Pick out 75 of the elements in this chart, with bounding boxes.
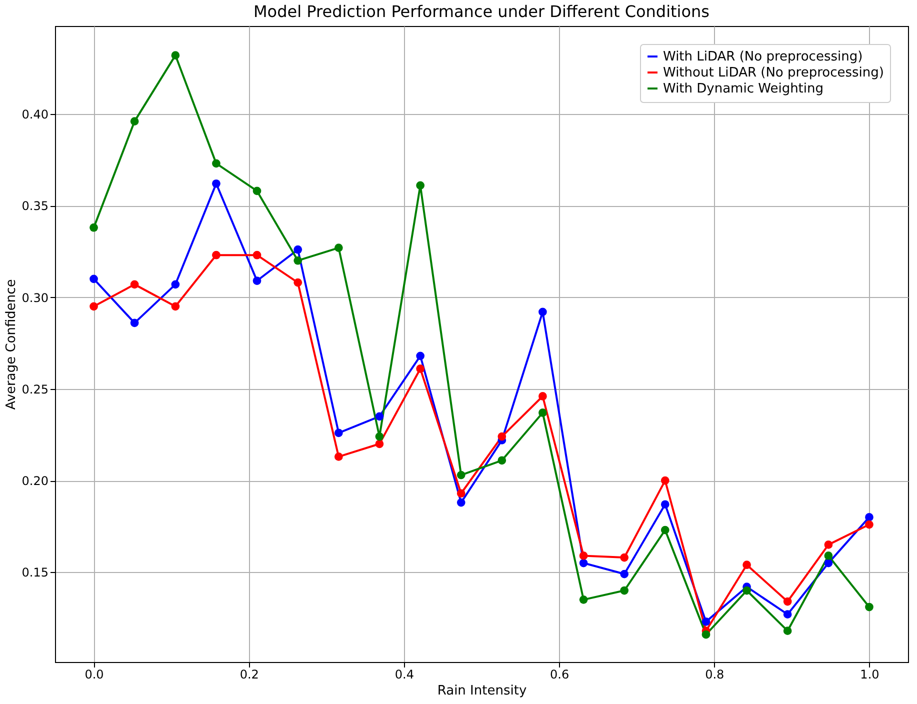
point bbox=[824, 540, 833, 549]
x-tick-label: 0.2 bbox=[240, 668, 259, 682]
point bbox=[90, 302, 98, 311]
point bbox=[620, 553, 629, 562]
point bbox=[130, 280, 139, 289]
point bbox=[660, 526, 670, 534]
point bbox=[294, 256, 302, 265]
point bbox=[375, 440, 384, 448]
point bbox=[660, 500, 670, 509]
point bbox=[252, 276, 262, 285]
point bbox=[579, 552, 588, 560]
point bbox=[620, 586, 629, 595]
point bbox=[294, 278, 302, 287]
point bbox=[171, 280, 180, 289]
point bbox=[660, 476, 670, 485]
point bbox=[498, 432, 506, 441]
x-tick-label: 1.0 bbox=[860, 668, 880, 682]
point bbox=[865, 520, 874, 529]
point bbox=[212, 179, 220, 188]
legend-label: With Dynamic Weighting bbox=[663, 82, 824, 96]
x-axis-title: Rain Intensity bbox=[437, 684, 527, 698]
point bbox=[416, 352, 424, 360]
point bbox=[865, 602, 874, 612]
point bbox=[416, 364, 424, 373]
point bbox=[783, 597, 792, 606]
x-tick-label: 0.0 bbox=[84, 668, 104, 682]
point bbox=[865, 513, 874, 522]
chart-title: Model Prediction Performance under Different Conditions bbox=[253, 2, 710, 21]
point bbox=[783, 626, 792, 636]
y-tick-label: 0.15 bbox=[22, 566, 48, 580]
x-tick-label: 0.4 bbox=[394, 668, 414, 682]
y-tick-label: 0.20 bbox=[22, 474, 48, 488]
point bbox=[742, 586, 751, 595]
point bbox=[538, 308, 547, 316]
point bbox=[456, 498, 466, 507]
y-tick-label: 0.30 bbox=[22, 290, 48, 305]
point bbox=[416, 181, 424, 190]
y-tick-label: 0.35 bbox=[22, 199, 48, 214]
point bbox=[538, 392, 547, 400]
point bbox=[252, 250, 262, 260]
point bbox=[702, 618, 710, 626]
point bbox=[252, 186, 262, 196]
point bbox=[212, 250, 220, 260]
x-tick-label: 0.6 bbox=[550, 668, 570, 682]
y-axis-title: Average Confidence bbox=[4, 279, 19, 410]
point bbox=[824, 552, 833, 560]
point bbox=[783, 610, 792, 619]
point bbox=[334, 452, 343, 461]
point bbox=[579, 596, 588, 604]
point bbox=[90, 223, 98, 232]
point bbox=[498, 456, 506, 465]
point bbox=[579, 558, 588, 568]
point bbox=[334, 244, 343, 252]
point bbox=[212, 159, 220, 168]
point bbox=[620, 570, 629, 578]
point bbox=[130, 318, 139, 328]
point bbox=[375, 432, 384, 441]
point bbox=[90, 274, 98, 284]
point bbox=[456, 489, 466, 498]
point bbox=[171, 302, 180, 311]
x-tick-label: 0.8 bbox=[705, 668, 724, 682]
y-tick-label: 0.25 bbox=[22, 382, 48, 396]
legend-label: Without LiDAR (No preprocessing) bbox=[663, 66, 884, 80]
legend-label: With LiDAR (No preprocessing) bbox=[663, 50, 863, 64]
point bbox=[171, 51, 180, 60]
point bbox=[538, 408, 547, 417]
point bbox=[130, 117, 139, 126]
point bbox=[702, 630, 710, 639]
point bbox=[294, 245, 302, 254]
point bbox=[742, 560, 751, 570]
y-tick-label: 0.40 bbox=[22, 107, 48, 122]
point bbox=[824, 558, 833, 568]
point bbox=[456, 470, 466, 480]
point bbox=[334, 428, 343, 438]
point bbox=[375, 412, 384, 421]
